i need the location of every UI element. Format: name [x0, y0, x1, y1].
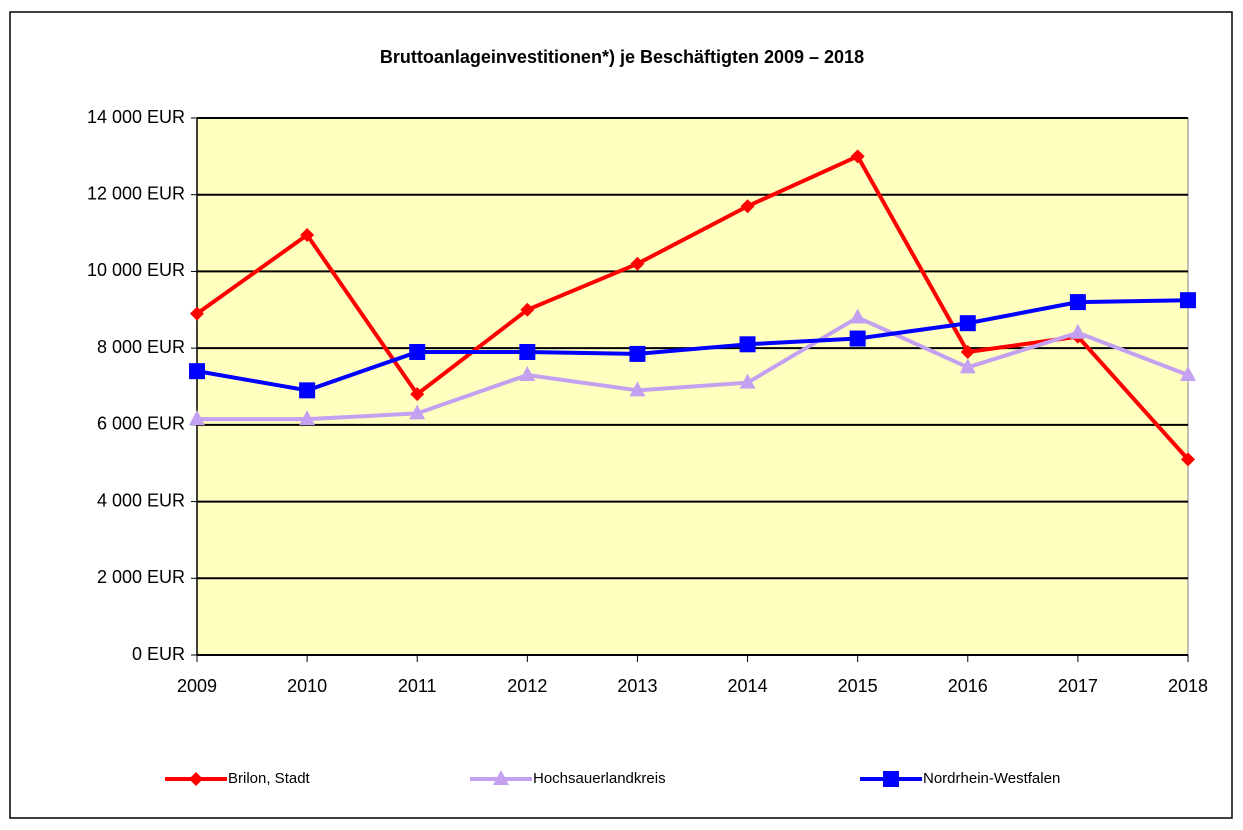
marker — [739, 336, 756, 353]
marker — [1181, 452, 1195, 467]
marker — [629, 381, 646, 397]
series-line — [196, 298, 1189, 393]
y-tick-label: 12 000 EUR — [87, 183, 185, 203]
marker — [300, 227, 315, 242]
x-tick-label: 2009 — [177, 676, 217, 696]
legend-label: Brilon, Stadt — [228, 770, 311, 787]
marker — [1180, 365, 1196, 381]
marker — [739, 373, 756, 389]
x-tick-label: 2012 — [507, 676, 547, 696]
legend-label: Nordrhein-Westfalen — [923, 770, 1060, 787]
y-tick-label: 10 000 EUR — [87, 260, 185, 280]
marker — [849, 330, 866, 347]
x-tick-label: 2016 — [948, 676, 988, 696]
marker — [740, 199, 755, 214]
marker — [409, 343, 426, 360]
marker — [520, 302, 535, 317]
marker — [299, 410, 316, 426]
marker — [190, 306, 204, 321]
y-tick-label: 6 000 EUR — [97, 414, 185, 434]
marker — [189, 772, 203, 786]
marker — [960, 344, 975, 359]
marker — [1180, 292, 1196, 309]
marker — [189, 410, 205, 426]
y-tick-label: 4 000 EUR — [97, 490, 185, 510]
y-tick-label: 14 000 EUR — [87, 107, 185, 127]
legend-label: Hochsauerlandkreis — [533, 770, 666, 787]
marker — [630, 256, 645, 271]
marker — [1069, 323, 1086, 339]
marker — [189, 363, 205, 380]
x-tick-label: 2014 — [728, 676, 768, 696]
marker — [493, 770, 509, 785]
marker — [850, 149, 865, 164]
marker — [1069, 294, 1086, 311]
marker — [519, 365, 536, 381]
x-tick-label: 2010 — [287, 676, 327, 696]
y-tick-label: 2 000 EUR — [97, 567, 185, 587]
marker — [883, 771, 899, 787]
x-tick-label: 2013 — [617, 676, 657, 696]
marker — [629, 345, 646, 362]
x-tick-label: 2018 — [1168, 676, 1208, 696]
x-tick-label: 2011 — [398, 676, 437, 696]
series-line — [197, 315, 1189, 422]
y-tick-label: 0 EUR — [132, 644, 185, 664]
marker — [409, 404, 426, 420]
marker — [410, 387, 425, 402]
marker — [299, 382, 316, 399]
x-tick-label: 2015 — [838, 676, 878, 696]
marker — [959, 315, 976, 332]
series-line — [195, 154, 1190, 461]
marker — [959, 358, 976, 374]
marker — [519, 343, 536, 360]
marker — [849, 308, 866, 324]
x-tick-label: 2017 — [1058, 676, 1098, 696]
y-tick-label: 8 000 EUR — [97, 337, 185, 357]
chart-title: Bruttoanlageinvestitionen*) je Beschäfti… — [380, 47, 864, 67]
